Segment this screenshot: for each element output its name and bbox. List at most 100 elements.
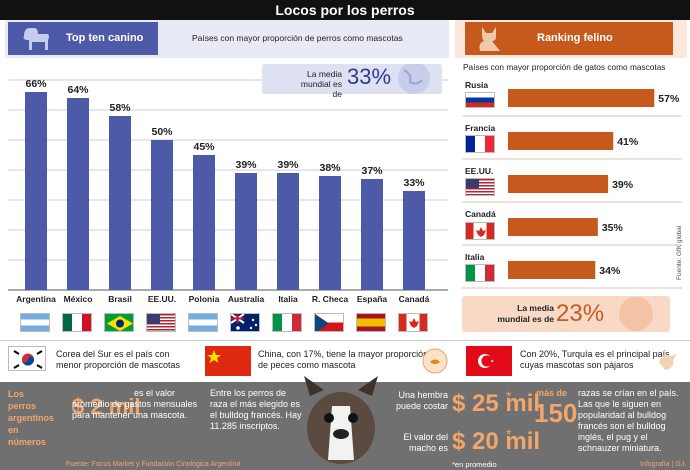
cat-subtitle: Países con mayor proporción de gatos com…	[463, 62, 666, 72]
cat-bar-value: 57%	[658, 93, 680, 105]
flag-russia-icon	[465, 92, 495, 108]
infographic-credit: Infografía | G.I.	[640, 461, 687, 468]
flag-usa-cat-icon	[465, 178, 495, 196]
dog-bar	[109, 116, 131, 290]
bird-icon	[659, 354, 677, 370]
stats-intro: Los perros argentinos en números	[8, 389, 55, 447]
male-asterisk: *	[506, 426, 512, 442]
dog-category-label: Italia	[278, 294, 298, 304]
dog-bar	[67, 98, 89, 290]
cat-category-label: Francia	[465, 123, 496, 133]
dog-bar-value: 33%	[403, 177, 425, 189]
male-value: $ 20 mil	[452, 428, 541, 455]
globe-cat-icon	[619, 297, 653, 331]
flag-canada-icon	[398, 313, 428, 332]
globe-icon	[398, 64, 430, 94]
dog-bar-chart: 66% Argentina 64% México 58% Brasil 50% EE.UU. 4…	[8, 78, 448, 304]
cat-category-label: Canadá	[465, 209, 496, 219]
dog-category-label: Brasil	[108, 294, 132, 304]
cat-bar	[508, 132, 614, 150]
flag-italy-icon	[272, 313, 302, 332]
korea-flag-icon	[8, 346, 46, 371]
cat-category-label: EE.UU.	[465, 166, 493, 176]
dog-category-label: México	[64, 294, 93, 304]
divider	[0, 340, 690, 341]
dog-bar-value: 66%	[25, 78, 47, 90]
dog-average-value: 33%	[347, 64, 392, 89]
flag-spain-icon	[356, 313, 386, 332]
dog-category-label: España	[357, 294, 388, 304]
dog-bar-value: 37%	[361, 165, 383, 177]
female-value: $ 25 mil	[452, 390, 541, 417]
dog-bar-value: 58%	[109, 102, 131, 114]
dog-bar	[403, 191, 425, 290]
dog-bar	[361, 179, 383, 290]
flag-france-icon	[465, 135, 495, 153]
flag-usa-icon	[146, 313, 176, 332]
source-text: Fuente: Focus Market y Fundación Cinológ…	[66, 461, 241, 468]
dog-category-label: Australia	[228, 294, 265, 304]
dog-icon	[23, 28, 49, 50]
flag-polonia-icon	[188, 313, 218, 332]
dog-category-label: Canadá	[399, 294, 430, 304]
cat-average-label: La media mundial es de	[497, 303, 554, 324]
dog-average-label: La media mundial es de	[300, 69, 342, 99]
china-flag-icon	[205, 346, 251, 376]
dog-bar	[151, 140, 173, 290]
fact-turkey: Con 20%, Turquía es el principal país cu…	[520, 349, 670, 370]
page-title: Locos por los perros	[0, 0, 690, 20]
fact-korea: Corea del Sur es el país con menor propo…	[56, 349, 181, 370]
dog-category-label: Polonia	[189, 294, 220, 304]
flag-czech-icon	[314, 313, 344, 332]
spend-text: es el valor promedio de gastos mensuales…	[72, 388, 198, 420]
dog-bar	[193, 155, 215, 290]
cat-bar-value: 41%	[617, 136, 639, 148]
spend-value: $ 2 mil	[72, 394, 141, 419]
flag-italy-cat-icon	[465, 264, 495, 282]
breeds-text: razas se crían en el país. Las que le si…	[578, 388, 679, 453]
cat-icon	[479, 27, 500, 51]
dog-bar	[277, 173, 299, 290]
dog-category-label: R. Checa	[312, 294, 349, 304]
cat-bar-value: 39%	[612, 179, 634, 191]
dog-bar-value: 39%	[277, 159, 299, 171]
male-text: El valor del macho es	[403, 432, 448, 453]
fishbowl-icon	[422, 348, 448, 374]
cat-average-value: 23%	[556, 300, 605, 327]
cat-bar	[508, 218, 598, 236]
cat-bar	[508, 89, 655, 107]
fact-china: China, con 17%, tiene la mayor proporció…	[258, 349, 429, 370]
dog-category-label: EE.UU.	[148, 294, 176, 304]
flag-canada-cat-icon	[465, 222, 495, 240]
breeds-value: 150	[534, 398, 578, 428]
turkey-flag-icon	[466, 346, 512, 376]
dog-bar-value: 50%	[151, 126, 173, 138]
dog-bar-value: 38%	[319, 162, 341, 174]
flag-argentina-icon	[20, 313, 50, 332]
dog-bar-value: 45%	[193, 141, 215, 153]
dog-bar	[319, 176, 341, 290]
female-text: Una hembra puede costar	[395, 390, 448, 411]
cat-tab-label: Ranking felino	[465, 22, 673, 55]
dog-subtitle: Países con mayor proporción de perros co…	[192, 33, 403, 43]
dog-bar-value: 39%	[235, 159, 257, 171]
dog-bar	[235, 173, 257, 290]
credit-text: Fuente: GfK global	[676, 225, 683, 280]
flag-australia-icon	[230, 313, 260, 332]
flag-mexico-icon	[62, 313, 92, 332]
dog-category-label: Argentina	[16, 294, 56, 304]
cat-bar-chart: Rusia 57% Francia 41% EE.UU. 39% Canadá 35% Ital…	[462, 80, 682, 289]
breed-text: Entre los perros de raza el más elegido …	[210, 388, 302, 431]
bulldog-photo	[304, 376, 378, 464]
cat-bar	[508, 261, 596, 279]
footnote: *en promedio	[452, 460, 497, 469]
cat-bar-value: 34%	[599, 265, 621, 277]
cat-bar	[508, 175, 609, 193]
cat-bar-value: 35%	[602, 222, 624, 234]
female-asterisk: *	[506, 388, 512, 404]
cat-category-label: Rusia	[465, 80, 488, 90]
dog-bar	[25, 92, 47, 290]
breeds-prefix: más de	[536, 388, 568, 398]
flag-brazil-icon	[104, 313, 134, 332]
cat-category-label: Italia	[465, 252, 485, 262]
